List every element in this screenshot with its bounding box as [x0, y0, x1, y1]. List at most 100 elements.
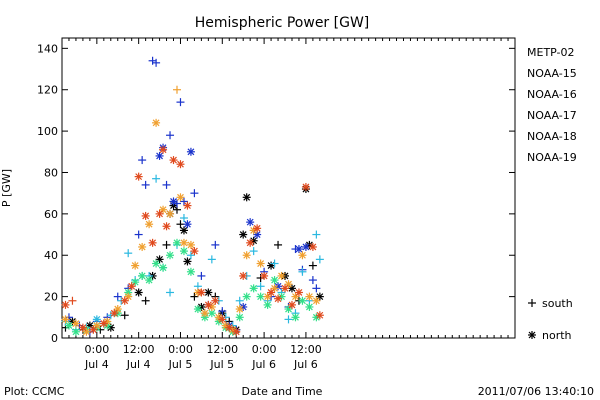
y-tick-label: 60 — [44, 208, 58, 221]
marker-legend-north: north — [528, 329, 572, 342]
north-point — [120, 296, 129, 305]
south-point — [120, 311, 129, 320]
north-point — [141, 211, 150, 220]
x-tick-date: Jul 4 — [126, 358, 151, 371]
north-point — [152, 259, 161, 268]
north-point — [291, 313, 300, 322]
north-point — [186, 147, 195, 156]
x-axis: 0:00 Jul 4 12:00 Jul 4 0:00 Jul 5 12:00 Jul 5 0:… — [68, 38, 509, 371]
north-point — [246, 238, 255, 247]
north-point — [176, 193, 185, 202]
north-point — [267, 288, 276, 297]
south-point — [211, 240, 220, 249]
north-point — [71, 319, 80, 328]
north-point — [246, 218, 255, 227]
south-point — [134, 230, 143, 239]
south-point — [218, 307, 227, 316]
south-point — [308, 261, 317, 270]
south-point — [207, 255, 216, 264]
north-point — [186, 267, 195, 276]
north-point — [294, 288, 303, 297]
north-point — [225, 323, 234, 332]
north-point — [110, 309, 119, 318]
north-point — [270, 276, 279, 285]
legend-noaa-19: NOAA-19 — [527, 151, 577, 164]
legend-noaa-17: NOAA-17 — [527, 109, 577, 122]
x-tick-date: Jul 6 — [251, 358, 276, 371]
north-point — [78, 323, 87, 332]
south-point — [113, 292, 122, 301]
x-tick-time: 0:00 — [252, 343, 277, 356]
north-point — [89, 325, 98, 334]
legend: METP-02 NOAA-15 NOAA-16 NOAA-17 NOAA-18 NOAA-… — [527, 46, 577, 164]
series-noaa-18 — [61, 85, 321, 336]
south-point — [249, 247, 258, 256]
north-point — [162, 222, 171, 231]
marker-legend: south north — [528, 297, 573, 342]
y-tick-label: 40 — [44, 249, 58, 262]
north-point — [305, 302, 314, 311]
north-point — [186, 240, 195, 249]
y-tick-label: 140 — [37, 42, 58, 55]
legend-metp-02: METP-02 — [527, 46, 575, 59]
north-point — [298, 251, 307, 260]
north-point — [176, 160, 185, 169]
chart-title: Hemispheric Power [GW] — [195, 15, 370, 31]
marker-legend-south: south — [528, 297, 573, 310]
south-point — [197, 271, 206, 280]
north-point — [169, 156, 178, 165]
north-point — [305, 292, 314, 301]
north-point — [172, 238, 181, 247]
north-point — [155, 209, 164, 218]
north-point — [249, 284, 258, 293]
timestamp: 2011/07/06 13:40:10 — [478, 385, 594, 398]
x-tick-date: Jul 6 — [293, 358, 318, 371]
south-point — [312, 284, 321, 293]
south-point — [315, 255, 324, 264]
north-point — [193, 305, 202, 314]
north-point — [301, 182, 310, 191]
north-point — [218, 315, 227, 324]
north-point — [312, 296, 321, 305]
south-point — [162, 180, 171, 189]
south-point — [166, 288, 175, 297]
north-point — [148, 238, 157, 247]
legend-noaa-15: NOAA-15 — [527, 67, 577, 80]
plot-frame — [61, 37, 516, 339]
south-point — [152, 174, 161, 183]
north-point — [92, 315, 101, 324]
north-point — [197, 288, 206, 297]
north-point — [183, 220, 192, 229]
north-point — [166, 251, 175, 260]
north-point — [71, 327, 80, 336]
y-tick-label: 80 — [44, 166, 58, 179]
y-tick-label: 0 — [51, 332, 58, 345]
plot-credit: Plot: CCMC — [4, 385, 65, 398]
south-point — [141, 296, 150, 305]
north-point — [179, 238, 188, 247]
south-point — [308, 276, 317, 285]
marker-legend-label: north — [542, 329, 572, 342]
north-point — [301, 242, 310, 251]
south-point — [190, 292, 199, 301]
north-point — [256, 292, 265, 301]
north-point — [298, 296, 307, 305]
x-tick-date: Jul 4 — [84, 358, 109, 371]
north-point — [183, 201, 192, 210]
north-point — [239, 230, 248, 239]
north-point — [145, 220, 154, 229]
south-point — [176, 220, 185, 229]
north-point — [235, 305, 244, 314]
north-point — [190, 247, 199, 256]
y-tick-label: 100 — [37, 125, 58, 138]
south-point — [176, 98, 185, 107]
y-tick-label: 120 — [37, 84, 58, 97]
north-point — [315, 311, 324, 320]
north-point — [61, 300, 70, 309]
south-point — [148, 56, 157, 65]
south-point — [141, 180, 150, 189]
south-point — [284, 315, 293, 324]
north-point — [263, 300, 272, 309]
x-tick-date: Jul 5 — [168, 358, 193, 371]
south-point — [298, 267, 307, 276]
